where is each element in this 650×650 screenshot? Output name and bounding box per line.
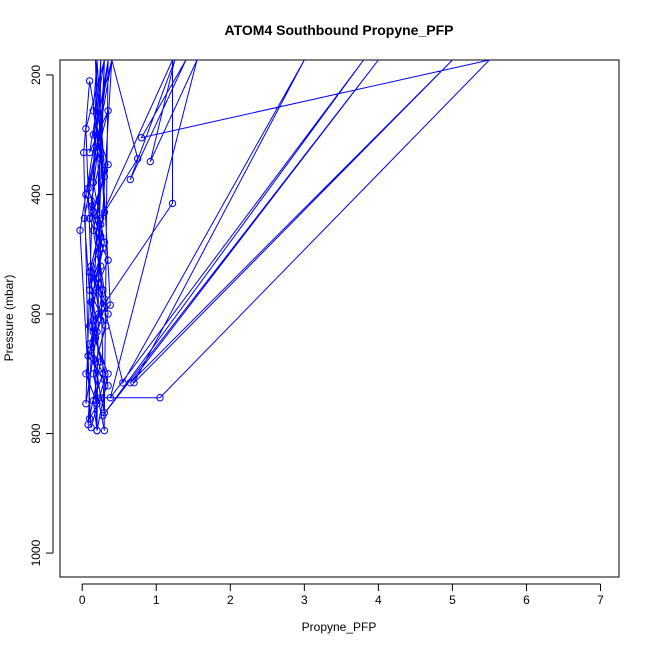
x-tick-label: 1 — [153, 593, 160, 607]
y-tick-label: 600 — [29, 304, 43, 324]
data-point — [106, 394, 115, 402]
data-point — [89, 370, 98, 378]
y-axis-label: Pressure (mbar) — [2, 275, 16, 362]
data-point — [119, 379, 127, 387]
data-point — [104, 370, 112, 378]
data-point — [100, 208, 109, 217]
data-point — [91, 274, 100, 282]
data-point — [94, 280, 103, 288]
x-tick-label: 4 — [375, 593, 382, 607]
data-point — [99, 286, 107, 294]
data-point — [97, 154, 105, 163]
data-point — [97, 358, 105, 366]
data-point — [104, 256, 112, 264]
data-layer — [76, 60, 491, 435]
y-tick-label: 400 — [29, 184, 43, 204]
x-tick-label: 7 — [597, 593, 604, 607]
y-tick-label: 800 — [29, 423, 43, 443]
data-point — [76, 226, 84, 235]
data-point — [89, 316, 98, 324]
chart-title: ATOM4 Southbound Propyne_PFP — [225, 22, 454, 38]
data-point — [89, 178, 98, 187]
data-point — [87, 202, 95, 211]
x-tick-label: 2 — [227, 593, 234, 607]
data-point — [87, 298, 95, 306]
data-point — [85, 268, 94, 276]
data-point — [91, 358, 100, 366]
x-tick-label: 0 — [79, 593, 86, 607]
data-point — [126, 175, 135, 184]
data-point — [100, 426, 109, 435]
x-tick-label: 6 — [523, 593, 530, 607]
data-point — [100, 376, 109, 384]
data-point — [85, 214, 94, 223]
x-tick-label: 5 — [449, 593, 456, 607]
data-point — [82, 400, 90, 408]
data-point — [93, 400, 101, 408]
data-point — [100, 238, 109, 247]
data-point — [87, 196, 95, 205]
data-point — [85, 322, 94, 330]
x-tick-label: 3 — [301, 593, 308, 607]
data-point — [97, 262, 105, 270]
y-tick-label: 200 — [29, 65, 43, 85]
data-point — [106, 301, 115, 309]
data-point — [102, 322, 110, 330]
data-point — [94, 131, 103, 139]
data-point — [100, 166, 109, 175]
data-point — [97, 214, 105, 223]
data-point — [104, 160, 112, 169]
data-point — [84, 352, 92, 360]
data-point — [97, 232, 105, 241]
data-point — [85, 77, 94, 85]
data-point — [156, 394, 164, 402]
data-point — [134, 154, 142, 163]
data-point — [104, 310, 112, 318]
x-axis-label: Propyne_PFP — [302, 620, 377, 634]
data-point — [168, 199, 177, 208]
data-point — [104, 107, 112, 115]
data-point — [93, 426, 101, 435]
data-point — [84, 420, 92, 429]
data-point — [97, 316, 105, 324]
data-point — [89, 107, 98, 115]
data-point — [85, 286, 94, 294]
data-point — [146, 157, 155, 166]
data-point — [94, 250, 103, 258]
data-point — [93, 143, 101, 151]
data-point — [82, 370, 90, 378]
data-point — [100, 304, 109, 312]
plot-frame — [59, 59, 620, 578]
x-axis: 0 1 2 3 4 5 6 7 — [79, 583, 604, 607]
data-point — [100, 408, 109, 417]
data-point — [87, 346, 95, 354]
data-point — [82, 125, 90, 133]
data-point — [130, 379, 138, 387]
data-point — [82, 190, 90, 199]
y-axis: 200 400 600 800 1000 — [29, 65, 54, 566]
data-point — [100, 172, 109, 181]
y-tick-label: 1000 — [29, 539, 43, 566]
data-point — [93, 328, 101, 336]
data-point — [104, 382, 112, 390]
data-point — [126, 379, 135, 387]
data-point — [80, 214, 89, 223]
data-point — [89, 131, 98, 139]
data-point — [89, 226, 98, 235]
data-point — [80, 148, 88, 157]
data-point — [100, 295, 109, 303]
series-line — [79, 60, 491, 431]
data-point — [137, 134, 146, 142]
data-point — [97, 394, 105, 402]
